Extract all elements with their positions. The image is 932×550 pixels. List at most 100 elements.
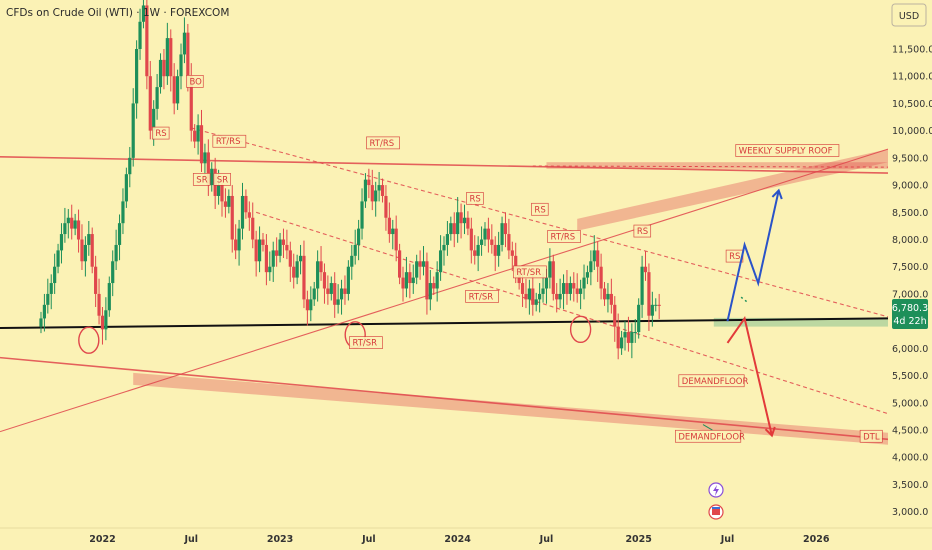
candle-body (575, 288, 579, 294)
chart-title: CFDs on Crude Oil (WTI) · 1W · FOREXCOM (6, 7, 229, 19)
annotation-label: RS (637, 227, 648, 237)
candle-body (295, 261, 299, 278)
price-axis-panel[interactable] (888, 0, 932, 550)
candle-body (199, 125, 204, 164)
candle-body (73, 220, 77, 229)
candle-body (438, 250, 443, 273)
candle-body (469, 228, 473, 251)
calendar-flag-icon[interactable] (708, 504, 724, 520)
candlestick-series (39, 0, 661, 360)
candle-body (357, 228, 361, 245)
candle-body (336, 299, 340, 305)
candle-body (572, 283, 576, 289)
annotation-box (547, 230, 581, 243)
candle-body (473, 250, 477, 256)
annotation-box (213, 173, 231, 186)
candle-body (408, 272, 412, 284)
trendline (0, 148, 889, 433)
candle-body (158, 59, 163, 88)
annotation-box (466, 192, 484, 205)
candle-body (483, 228, 487, 240)
annotation-box (349, 336, 383, 349)
candle-body (247, 212, 251, 218)
annotation-box (678, 374, 745, 388)
candle-body (561, 283, 566, 294)
candle-body (555, 293, 559, 300)
projection-dots (740, 296, 749, 304)
annotation-box (366, 136, 400, 150)
candle-body (292, 266, 296, 278)
candle-body (606, 293, 610, 300)
candle-body (360, 201, 364, 229)
candle-body (585, 272, 590, 278)
y-tick-label: 10,500.0 (892, 99, 932, 110)
candle-body (278, 239, 282, 256)
candle-body (620, 337, 624, 349)
candle-body (141, 5, 146, 22)
demand-floor-zone (133, 372, 888, 445)
candle-body (46, 293, 50, 305)
candle-body (104, 310, 108, 330)
candle-body (261, 239, 265, 245)
candle-body (343, 288, 347, 294)
candle-body (319, 261, 323, 273)
candle-body (346, 266, 350, 294)
candle-body (551, 261, 555, 294)
y-tick-label: 9,500.0 (892, 153, 928, 164)
annotation-label: DEMANDFLOOR (678, 432, 745, 442)
candle-body (630, 332, 634, 343)
y-tick-label: 7,000.0 (892, 289, 928, 300)
candle-body (275, 250, 279, 256)
candle-body (285, 244, 289, 251)
candle-body (541, 288, 545, 294)
candle-body (206, 152, 210, 186)
candle-body (616, 326, 620, 349)
candle-body (216, 185, 221, 196)
candle-body (124, 174, 128, 202)
x-tick-label: 2022 (89, 534, 115, 545)
annotation-label: RT/RS (370, 139, 395, 149)
annotation-label: BO (189, 77, 202, 87)
annotation-label: RT/SR (352, 339, 377, 349)
candle-body (298, 255, 303, 262)
candle-body (442, 244, 446, 251)
annotation-box (186, 75, 204, 88)
candle-body (510, 250, 514, 256)
candle-body (592, 250, 596, 262)
candle-body (117, 223, 122, 245)
candle-body (288, 250, 292, 267)
y-tick-label: 11,000.0 (892, 72, 932, 83)
annotation-label: RS (729, 252, 740, 262)
candle-body (210, 168, 214, 186)
candle-body (602, 288, 607, 300)
candle-body (657, 304, 661, 306)
candle-body (97, 293, 101, 316)
last-price-value: 6,780.3 (892, 303, 928, 314)
candle-body (83, 244, 87, 262)
y-tick-label: 5,500.0 (892, 371, 928, 382)
lightning-icon[interactable] (708, 482, 724, 498)
candle-body (350, 255, 354, 267)
candle-body (59, 234, 64, 251)
candle-body (189, 76, 193, 131)
candle-body (493, 244, 497, 256)
annotation-label: RT/RS (216, 137, 241, 147)
candle-body (42, 304, 46, 319)
candle-body (220, 185, 224, 202)
candle-body (462, 217, 467, 224)
candle-body (425, 261, 429, 300)
bearish-projection-path (726, 315, 773, 436)
candle-body (411, 277, 415, 284)
annotation-label: SR (196, 175, 207, 185)
y-tick-label: 4,000.0 (892, 453, 928, 464)
candle-body (264, 244, 268, 273)
y-tick-label: 8,000.0 (892, 235, 928, 246)
trendline (0, 356, 889, 441)
candle-body (486, 228, 490, 240)
candle-body (596, 250, 600, 267)
candle-body (176, 76, 180, 104)
candle-body (193, 130, 197, 142)
candle-body (374, 190, 378, 202)
currency-button[interactable]: USD (891, 3, 927, 27)
